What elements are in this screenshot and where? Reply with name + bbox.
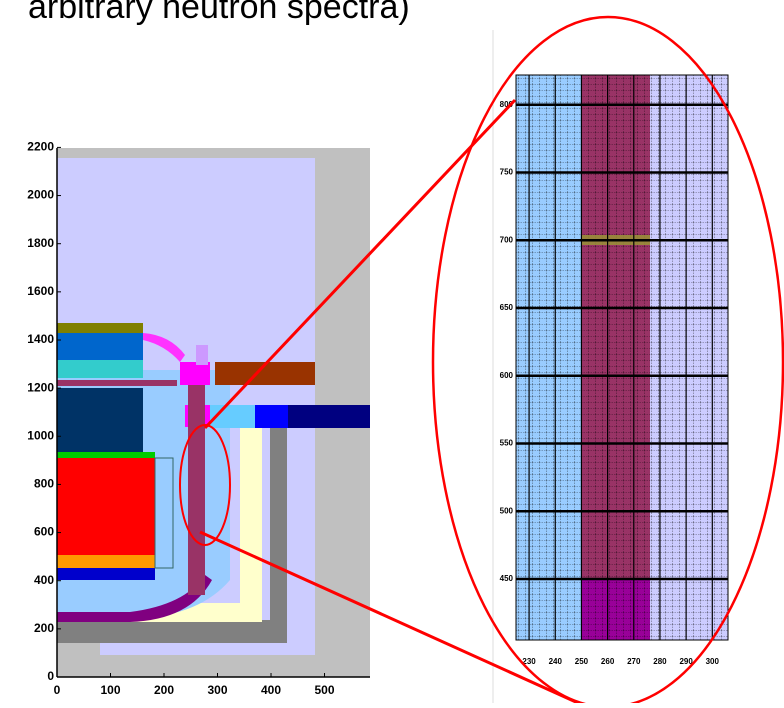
- x-tick-label: 400: [261, 683, 281, 697]
- y-tick-label: 800: [34, 477, 54, 491]
- y-tick-label: 400: [34, 573, 54, 587]
- y-tick-label: 600: [500, 371, 514, 380]
- x-tick-label: 300: [706, 657, 720, 666]
- y-tick-label: 500: [500, 506, 514, 515]
- title: arbitrary neutron spectra): [28, 0, 410, 26]
- y-tick-label: 550: [500, 439, 514, 448]
- y-tick-label: 650: [500, 303, 514, 312]
- region: [57, 452, 155, 458]
- y-tick-label: 1600: [27, 284, 54, 298]
- geometry-plot: 0200400600800100012001400160018002000220…: [27, 140, 370, 698]
- region: [255, 405, 288, 428]
- region: [57, 555, 155, 568]
- region: [196, 345, 208, 365]
- x-tick-label: 200: [154, 683, 174, 697]
- x-tick-label: 270: [627, 657, 641, 666]
- x-tick-label: 250: [575, 657, 589, 666]
- y-tick-label: 0: [47, 669, 54, 683]
- x-tick-label: 260: [601, 657, 615, 666]
- region: [188, 385, 205, 595]
- region: [57, 360, 143, 378]
- region: [57, 388, 143, 452]
- y-tick-label: 700: [500, 235, 514, 244]
- y-tick-label: 750: [500, 168, 514, 177]
- x-tick-label: 300: [207, 683, 227, 697]
- y-tick-label: 1400: [27, 332, 54, 346]
- y-tick-label: 450: [500, 574, 514, 583]
- x-tick-label: 0: [54, 683, 61, 697]
- y-tick-label: 2000: [27, 188, 54, 202]
- region: [57, 333, 143, 360]
- region: [270, 428, 287, 643]
- page: {"title": "arbitrary neutron spectra)", …: [0, 0, 784, 703]
- region: [57, 568, 155, 580]
- region: [155, 458, 173, 568]
- x-tick-label: 240: [549, 657, 563, 666]
- region: [288, 405, 370, 428]
- x-tick-label: 100: [100, 683, 120, 697]
- x-tick-label: 500: [315, 683, 335, 697]
- figure: arbitrary neutron spectra) 0 200 400 600 800…: [0, 0, 784, 703]
- x-tick-label: 280: [653, 657, 667, 666]
- y-tick-label: 200: [34, 621, 54, 635]
- y-tick-label: 2200: [27, 140, 54, 154]
- region: [57, 323, 143, 333]
- y-tick-label: 600: [34, 525, 54, 539]
- y-tick-label: 1200: [27, 380, 54, 394]
- mesh: [516, 75, 728, 640]
- y-tick-label: 1000: [27, 428, 54, 442]
- region: [57, 620, 287, 643]
- y-tick-label: 1800: [27, 236, 54, 250]
- region: [57, 380, 177, 386]
- region: [180, 362, 210, 385]
- region: [57, 458, 155, 555]
